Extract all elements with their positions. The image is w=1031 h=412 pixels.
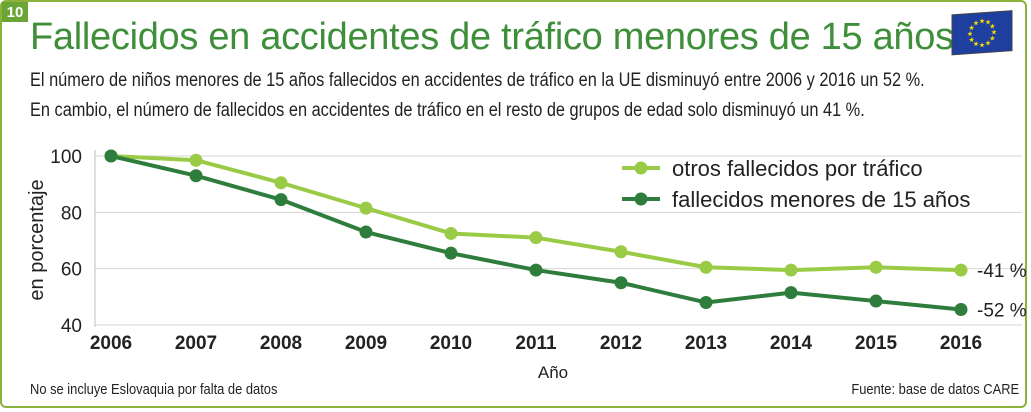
data-point-series-2 [954, 303, 968, 317]
legend-swatch-marker [634, 192, 648, 206]
data-point-series-1 [614, 245, 628, 259]
data-point-series-1 [954, 263, 968, 277]
x-axis-title: Año [538, 363, 568, 382]
data-point-series-2 [189, 169, 203, 183]
data-point-series-1 [699, 260, 713, 274]
figure-number-badge: 10 [2, 2, 28, 22]
data-point-series-1 [274, 176, 288, 190]
flag-star: ★ [985, 39, 991, 47]
x-tick-label: 2014 [770, 333, 813, 354]
flag-star: ★ [968, 36, 974, 44]
flag-star: ★ [979, 41, 985, 49]
end-label-series-1: -41 % [977, 261, 1027, 282]
data-point-series-2 [104, 149, 118, 163]
flag-star: ★ [991, 28, 997, 36]
data-point-series-1 [784, 263, 798, 277]
x-tick-label: 2016 [940, 333, 982, 354]
flag-star: ★ [985, 18, 991, 26]
x-tick-label: 2008 [260, 333, 302, 354]
y-tick-label: 80 [61, 203, 82, 224]
flag-star: ★ [989, 34, 995, 42]
data-point-series-1 [359, 201, 373, 215]
x-tick-label: 2007 [175, 333, 217, 354]
y-tick-label: 40 [61, 316, 82, 337]
legend-label: fallecidos menores de 15 años [672, 187, 970, 212]
source-note: Fuente: base de datos CARE [851, 381, 1019, 398]
figure-title: Fallecidos en accidentes de tráfico meno… [30, 16, 954, 58]
y-tick-label: 60 [61, 260, 82, 281]
data-point-series-2 [614, 276, 628, 290]
data-point-series-2 [529, 263, 543, 277]
x-tick-label: 2012 [600, 333, 642, 354]
x-tick-label: 2015 [855, 333, 898, 354]
data-point-series-1 [869, 260, 883, 274]
legend-label: otros fallecidos por tráfico [672, 156, 923, 181]
data-point-series-2 [784, 286, 798, 300]
data-point-series-2 [359, 225, 373, 239]
flag-star: ★ [973, 19, 979, 27]
subtitle-line-2: En cambio, el número de fallecidos en ac… [30, 100, 865, 121]
data-point-series-1 [444, 226, 458, 240]
x-tick-label: 2009 [345, 333, 387, 354]
y-tick-label: 100 [50, 147, 82, 168]
data-point-series-1 [529, 231, 543, 245]
legend-swatch-marker [634, 161, 648, 175]
data-point-series-2 [699, 295, 713, 309]
end-label-series-2: -52 % [977, 301, 1027, 322]
eu-flag-icon: ★★★★★★★★★ ★ ★★ [951, 10, 1013, 56]
flag-star: ★ [979, 17, 985, 25]
data-point-series-2 [444, 246, 458, 260]
flag-star: ★ [989, 22, 995, 30]
subtitle-line-1: El número de niños menores de 15 años fa… [30, 70, 925, 91]
flag-star: ★ [967, 30, 973, 38]
x-tick-label: 2010 [430, 333, 472, 354]
data-point-series-2 [274, 193, 288, 207]
footnote: No se incluye Eslovaquia por falta de da… [30, 381, 278, 398]
x-tick-label: 2011 [515, 333, 557, 354]
flag-star: ★ [973, 40, 979, 48]
x-tick-label: 2013 [685, 333, 727, 354]
flag-star: ★ [968, 24, 974, 32]
y-axis-title: en porcentaje [26, 179, 48, 300]
data-point-series-1 [189, 153, 203, 167]
data-point-series-2 [869, 294, 883, 308]
x-tick-label: 2006 [90, 333, 132, 354]
